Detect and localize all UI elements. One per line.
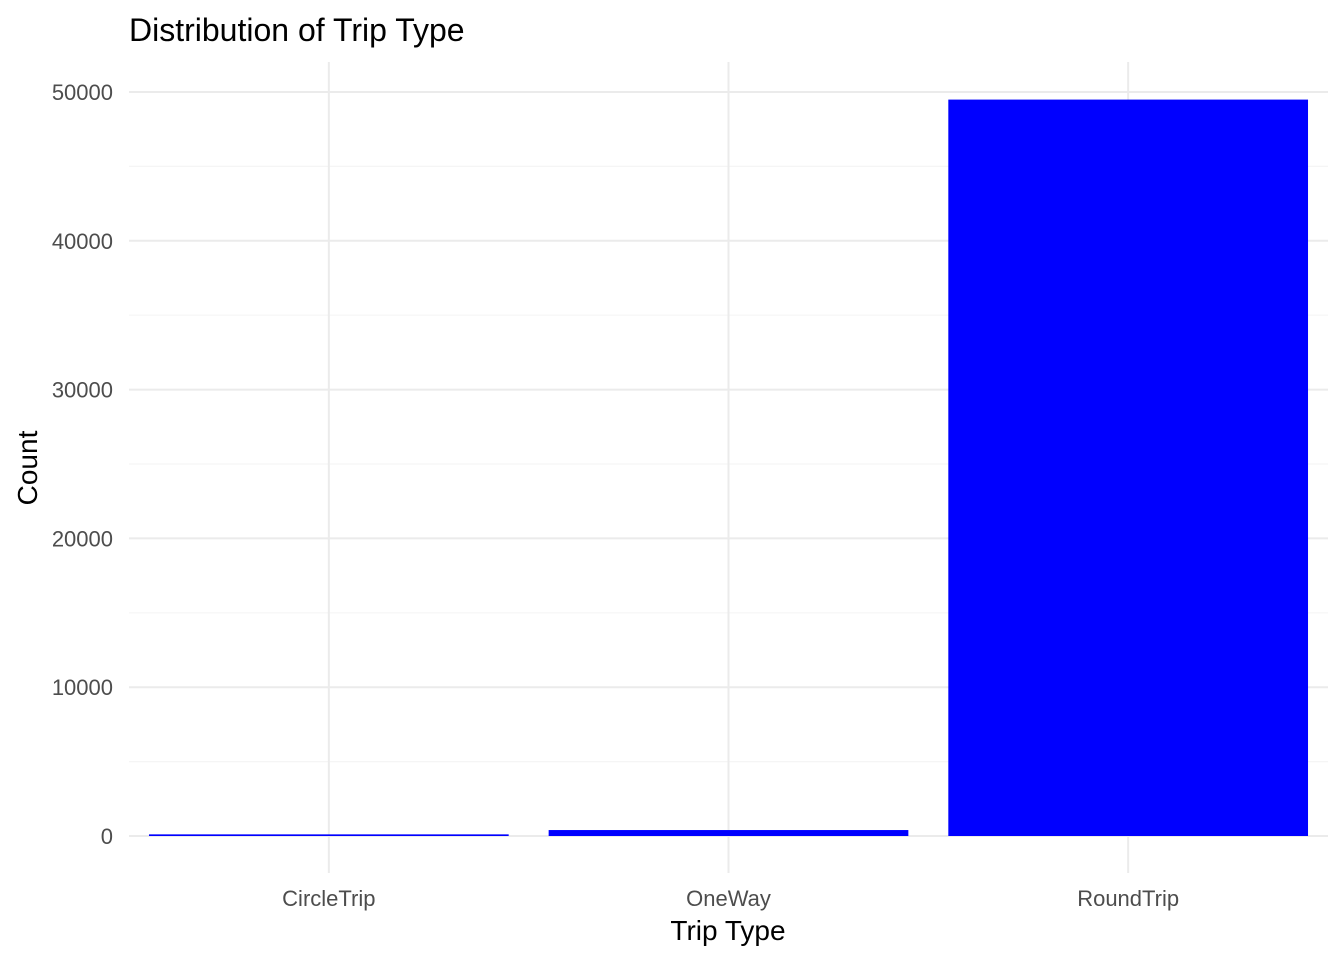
bar-oneway bbox=[548, 830, 909, 836]
chart-title: Distribution of Trip Type bbox=[129, 12, 465, 48]
y-tick-label: 20000 bbox=[52, 526, 113, 551]
bar-roundtrip bbox=[948, 99, 1309, 836]
y-tick-label: 30000 bbox=[52, 378, 113, 403]
y-tick-label: 40000 bbox=[52, 229, 113, 254]
x-tick-labels: CircleTrip OneWay RoundTrip bbox=[282, 886, 1179, 911]
x-tick-label: OneWay bbox=[686, 886, 771, 911]
y-tick-labels: 0 10000 20000 30000 40000 50000 bbox=[52, 80, 113, 849]
x-axis-title: Trip Type bbox=[670, 915, 785, 946]
y-tick-label: 0 bbox=[101, 824, 113, 849]
x-tick-label: RoundTrip bbox=[1077, 886, 1179, 911]
y-axis-title: Count bbox=[12, 430, 43, 505]
y-tick-label: 50000 bbox=[52, 80, 113, 105]
bars bbox=[148, 99, 1309, 836]
x-tick-label: CircleTrip bbox=[282, 886, 375, 911]
bar-circletrip bbox=[148, 834, 509, 836]
y-tick-label: 10000 bbox=[52, 675, 113, 700]
